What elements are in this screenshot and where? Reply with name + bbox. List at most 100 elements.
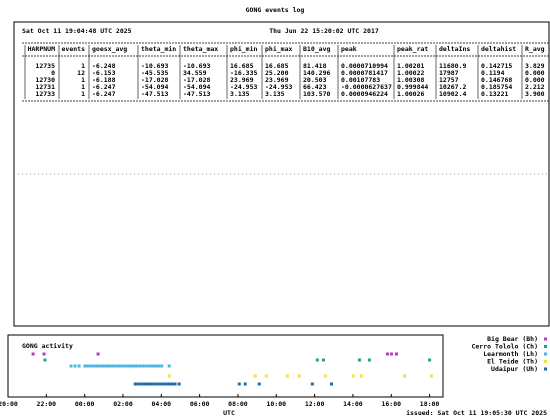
legend-label: Learmonth (Lh) [483,350,538,358]
table-cell: 0.999844 [397,83,428,91]
page-title: GONG events log [246,6,305,14]
issued-time: issued: Sat Oct 11 19:05:30 UTC 2025 [406,409,547,417]
legend-label: El Teide (Th) [487,358,538,366]
observation-time: Thu Jun 22 15:20:02 UTC 2017 [269,27,379,35]
x-tick-label: 14:00 [343,400,363,408]
table-cell: 3.135 [230,90,250,98]
table-cell: -0.0000627637 [341,83,392,91]
activity-mark [117,364,121,368]
activity-mark [323,374,327,378]
table-cell: 3.135 [265,90,285,98]
table-cell: -24.953 [265,83,292,91]
column-header: B10_avg [303,45,330,53]
table-cell: 0.000 [525,69,545,77]
activity-mark [264,374,268,378]
table-cell: 0.0000710994 [341,62,388,70]
table-cell: -10.693 [183,62,210,70]
activity-mark [43,358,47,362]
activity-mark [95,364,99,368]
x-tick-label: 16:00 [381,400,401,408]
activity-mark [86,364,90,368]
activity-mark [297,374,301,378]
activity-mark [173,382,177,386]
column-header: peak_rat [397,45,428,53]
table-cell: -6.188 [92,76,116,84]
table-cell: -16.335 [230,69,257,77]
table-cell: 16.685 [230,62,254,70]
activity-mark [138,364,142,368]
column-header: HARPNUM [28,45,55,53]
table-cell: 12757 [439,76,459,84]
column-header: deltahist [481,45,516,53]
activity-mark [285,374,289,378]
activity-mark [132,364,136,368]
table-cell: 0.142715 [481,62,512,70]
column-header: deltaIns [439,45,470,53]
activity-mark [321,358,325,362]
table-cell: 10267.2 [439,83,466,91]
table-cell: -10.693 [141,62,168,70]
x-tick-label: 20:00 [0,400,18,408]
activity-mark [237,382,241,386]
activity-mark [96,352,100,356]
x-tick-label: 08:00 [228,400,248,408]
activity-mark [92,364,96,368]
table-cell: 23.969 [265,76,289,84]
activity-mark [129,364,133,368]
activity-mark [310,382,314,386]
activity-mark [164,382,168,386]
activity-mark [170,382,174,386]
activity-mark [83,364,87,368]
column-header: theta_min [141,45,176,53]
activity-mark [167,374,171,378]
table-cell: 11680.9 [439,62,466,70]
column-header: events [62,45,86,53]
activity-mark [31,352,35,356]
table-cell: 16.685 [265,62,289,70]
activity-mark [394,352,398,356]
table-cell: 12731 [35,83,55,91]
table-cell: 81.418 [303,62,327,70]
legend-swatch [544,367,547,371]
column-header: goesx_avg [92,45,127,53]
activity-mark [152,382,156,386]
table-cell: 25.200 [265,69,289,77]
x-tick-label: 18:00 [420,400,440,408]
table-cell: 140.296 [303,69,330,77]
activity-mark [120,364,124,368]
activity-mark [123,364,127,368]
activity-mark [329,382,333,386]
activity-mark [158,382,162,386]
activity-mark [73,364,77,368]
activity-frame [7,334,444,398]
activity-mark [114,364,118,368]
activity-mark [108,364,112,368]
x-tick-label: 02:00 [113,400,133,408]
activity-mark [161,382,165,386]
table-cell: 0.1194 [481,69,505,77]
table-cell: 0.185754 [481,83,512,91]
activity-mark [257,382,261,386]
x-tick-label: 00:00 [75,400,95,408]
x-tick-label: 06:00 [190,400,210,408]
table-cell: 3.900 [525,90,545,98]
activity-mark [144,364,148,368]
legend-label: Big Bear (Bh) [487,335,538,343]
legend-swatch [544,345,547,348]
table-cell: 0.146768 [481,76,512,84]
column-header: phi_min [230,45,257,53]
table-cell: 1 [81,62,85,70]
table-cell: 0.00107783 [341,76,380,84]
activity-mark [154,364,158,368]
activity-mark [104,364,108,368]
table-cell: 12 [77,69,85,77]
activity-mark [142,382,146,386]
activity-mark [155,382,159,386]
activity-mark [385,352,389,356]
table-cell: 0.000 [525,76,545,84]
table-cell: 0.13221 [481,90,508,98]
activity-mark [136,382,140,386]
activity-mark [160,364,164,368]
table-cell: 12730 [35,76,55,84]
table-cell: 1 [81,76,85,84]
